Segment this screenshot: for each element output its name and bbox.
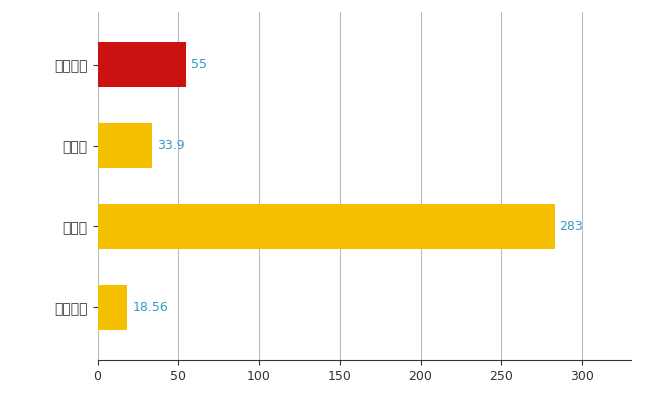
Text: 18.56: 18.56	[133, 301, 168, 314]
Bar	[98, 42, 187, 87]
Bar	[98, 204, 554, 249]
Text: 55: 55	[191, 58, 207, 71]
Bar	[98, 123, 152, 168]
Text: 33.9: 33.9	[157, 139, 185, 152]
Text: 283: 283	[560, 220, 583, 233]
Bar	[98, 285, 127, 330]
